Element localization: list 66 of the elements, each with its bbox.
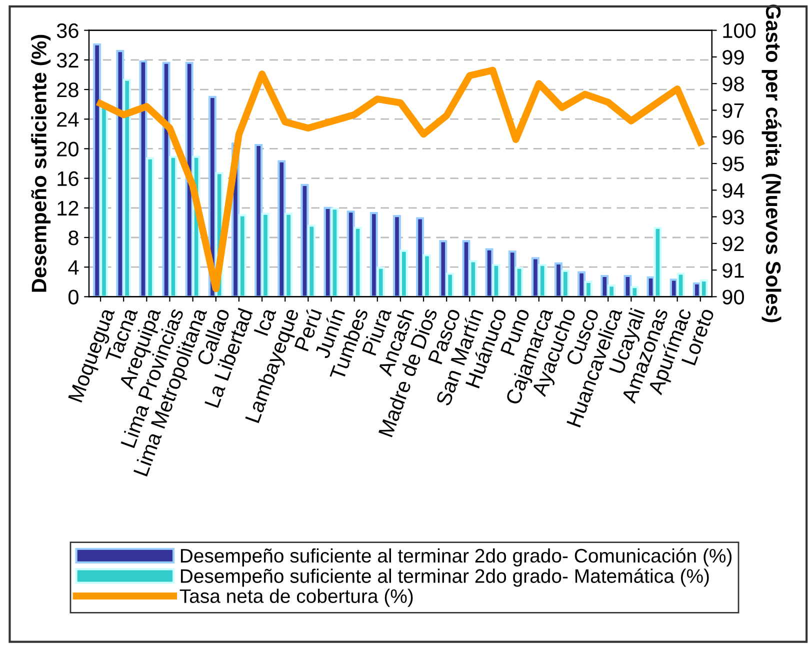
y-tick-label: 32	[56, 52, 78, 68]
bar	[346, 210, 355, 297]
legend-label: Desempeño suficiente al terminar 2do grado- Matemática (%)	[180, 568, 709, 587]
bar	[515, 266, 524, 297]
y2-tick-label: 99	[722, 50, 744, 65]
bar	[330, 208, 339, 297]
y2-tick-label: 100	[723, 23, 756, 38]
y2-tick-label: 94	[722, 183, 744, 198]
bar	[700, 279, 708, 297]
y2-tick-label: 97	[722, 103, 744, 118]
bar	[624, 274, 632, 297]
y2-tick-label: 95	[722, 156, 744, 172]
y-tick-label: 0	[68, 290, 78, 304]
y-tick-label: 8	[68, 230, 78, 246]
y2-tick-label: 90	[722, 290, 744, 304]
y-tick-label: 16	[58, 171, 78, 186]
y-tick-label: 28	[57, 82, 78, 98]
y-axis-title: Desempeño suficiente (%)	[31, 34, 51, 292]
bar	[416, 217, 424, 297]
y2-tick-label: 96	[722, 130, 744, 145]
bar	[300, 184, 309, 297]
bar	[423, 254, 431, 297]
bar	[93, 43, 102, 297]
bar	[254, 144, 263, 297]
bar	[354, 226, 362, 297]
bar	[554, 262, 562, 297]
bar	[370, 212, 378, 297]
y-tick-label: 36	[56, 23, 78, 38]
bar	[238, 214, 246, 297]
bar	[446, 272, 454, 297]
y2-tick-label: 98	[722, 76, 744, 92]
bar	[262, 212, 270, 297]
bar	[146, 157, 154, 297]
bar	[676, 272, 685, 297]
bar	[123, 78, 132, 297]
bar	[654, 226, 662, 297]
legend-label: Desempeño suficiente al terminar 2do grado- Comunicación (%)	[180, 548, 732, 566]
bar	[278, 160, 286, 297]
y-tick-label: 4	[68, 260, 79, 275]
bar	[561, 270, 570, 297]
bar	[600, 274, 609, 297]
bar	[469, 260, 478, 297]
bar	[308, 224, 316, 297]
y2-tick-label: 92	[722, 236, 744, 252]
bar	[462, 240, 470, 297]
y2-tick-label: 93	[722, 210, 744, 225]
bar	[578, 271, 586, 297]
y-tick-label: 20	[57, 142, 78, 156]
bar	[376, 266, 385, 297]
bar	[538, 264, 546, 297]
bar	[508, 250, 516, 297]
bar	[630, 286, 639, 297]
y-tick-label: 24	[57, 112, 79, 127]
bar	[400, 250, 408, 297]
bar	[393, 215, 401, 297]
bar	[139, 60, 148, 297]
bar	[169, 156, 178, 297]
y-tick-label: 12	[58, 200, 78, 216]
bar	[439, 240, 448, 297]
bar	[608, 284, 616, 297]
bar	[584, 280, 592, 297]
y2-tick-label: 91	[722, 263, 744, 278]
bar	[284, 212, 293, 297]
bar	[492, 264, 500, 297]
legend-label: Tasa neta de cobertura (%)	[180, 588, 413, 607]
bar	[531, 257, 540, 297]
